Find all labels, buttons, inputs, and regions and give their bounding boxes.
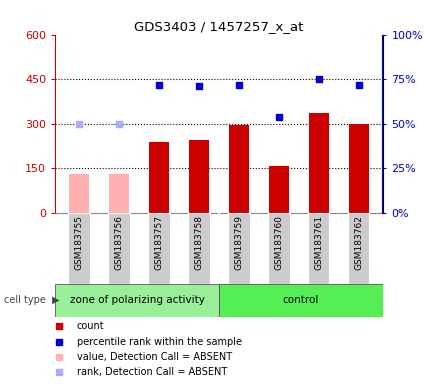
Title: GDS3403 / 1457257_x_at: GDS3403 / 1457257_x_at: [134, 20, 303, 33]
Text: zone of polarizing activity: zone of polarizing activity: [70, 295, 204, 306]
Bar: [188, 213, 210, 284]
Point: [315, 76, 322, 82]
Bar: [308, 213, 329, 284]
Bar: [309, 113, 329, 213]
Bar: [108, 213, 130, 284]
Text: GSM183761: GSM183761: [314, 215, 323, 270]
Point: [355, 81, 362, 88]
Text: GSM183760: GSM183760: [274, 215, 283, 270]
Bar: [268, 213, 289, 284]
Text: control: control: [283, 295, 319, 306]
Bar: [189, 140, 209, 213]
Text: rank, Detection Call = ABSENT: rank, Detection Call = ABSENT: [76, 367, 227, 377]
Bar: [348, 124, 368, 213]
Text: GSM183757: GSM183757: [155, 215, 164, 270]
Bar: [68, 213, 90, 284]
Bar: [229, 125, 249, 213]
Bar: [348, 213, 369, 284]
Bar: [228, 213, 249, 284]
Text: percentile rank within the sample: percentile rank within the sample: [76, 337, 241, 347]
Bar: [219, 284, 382, 317]
Text: count: count: [76, 321, 104, 331]
Text: GSM183762: GSM183762: [354, 215, 363, 270]
Bar: [148, 213, 170, 284]
Text: cell type  ▶: cell type ▶: [4, 295, 60, 306]
Point: [196, 83, 202, 89]
Text: GSM183758: GSM183758: [194, 215, 204, 270]
Point: [275, 114, 282, 120]
Text: GSM183755: GSM183755: [75, 215, 84, 270]
Bar: [149, 142, 169, 213]
Point: [156, 81, 162, 88]
Bar: [109, 174, 129, 213]
Bar: [269, 166, 289, 213]
Point: [235, 81, 242, 88]
Point: [76, 121, 82, 127]
Bar: [69, 174, 89, 213]
Bar: [55, 284, 219, 317]
Point: [116, 121, 122, 127]
Text: GSM183756: GSM183756: [115, 215, 124, 270]
Text: GSM183759: GSM183759: [234, 215, 244, 270]
Text: value, Detection Call = ABSENT: value, Detection Call = ABSENT: [76, 352, 232, 362]
